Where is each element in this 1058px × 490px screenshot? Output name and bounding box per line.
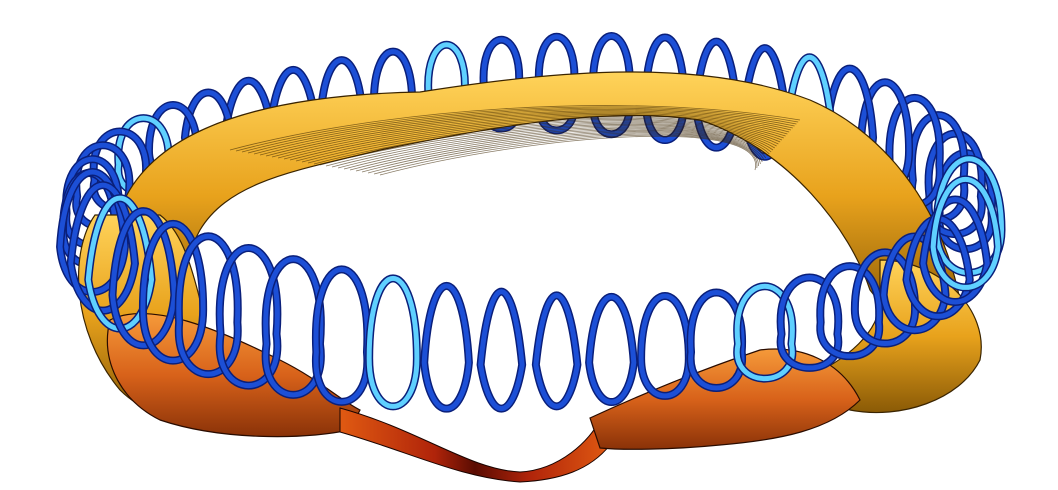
- field-line: [343, 128, 767, 170]
- coil: [778, 275, 841, 371]
- field-line: [241, 107, 797, 153]
- field-line: [265, 112, 790, 157]
- field-line: [289, 117, 783, 161]
- field-line: [313, 122, 776, 165]
- field-line: [325, 125, 772, 167]
- field-line: [235, 106, 799, 152]
- coil: [734, 283, 795, 381]
- coil: [421, 283, 472, 411]
- field-line: [295, 119, 781, 162]
- coil: [586, 294, 637, 405]
- coil: [688, 290, 745, 391]
- plasma-field-lines: [229, 105, 801, 176]
- field-line: [337, 127, 768, 169]
- coil: [176, 233, 241, 377]
- coil: [478, 289, 525, 412]
- field-line: [349, 129, 765, 171]
- field-line: [367, 133, 759, 174]
- field-line: [301, 120, 779, 163]
- field-line: [307, 121, 777, 164]
- field-line: [271, 114, 788, 158]
- plasma-neck: [339, 407, 611, 483]
- coil-group-front: [56, 154, 1006, 413]
- plasma-torus: [78, 71, 982, 483]
- coil: [85, 195, 155, 332]
- field-line: [319, 123, 774, 166]
- field-line: [373, 134, 758, 175]
- field-line: [355, 131, 763, 172]
- field-line: [379, 135, 756, 176]
- coil: [903, 216, 973, 319]
- coil: [366, 276, 420, 409]
- field-line: [247, 109, 795, 154]
- field-line: [283, 116, 784, 160]
- coil: [933, 156, 1005, 276]
- field-line: [331, 126, 770, 168]
- coil: [852, 250, 918, 346]
- field-line: [229, 105, 801, 151]
- coil: [817, 263, 882, 359]
- coil: [217, 245, 280, 388]
- coil: [263, 256, 324, 398]
- coil: [109, 208, 177, 348]
- coil: [68, 182, 138, 314]
- coil: [930, 176, 1001, 290]
- coil: [881, 234, 949, 333]
- field-line: [361, 132, 761, 173]
- coil: [533, 293, 580, 409]
- field-line: [277, 115, 786, 159]
- coil: [140, 221, 206, 363]
- field-line: [259, 111, 792, 156]
- field-line: [253, 110, 793, 155]
